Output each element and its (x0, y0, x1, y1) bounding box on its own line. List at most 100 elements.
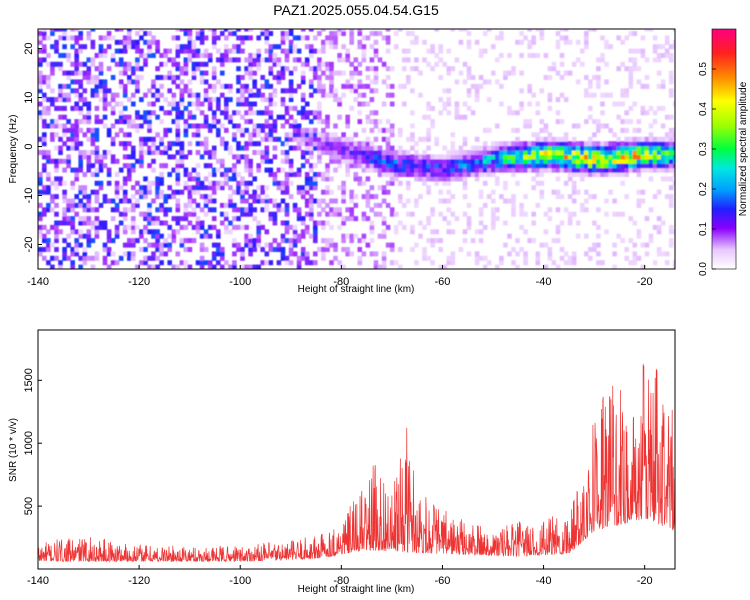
spectrogram-cell (203, 145, 209, 151)
spectrogram-cell (232, 123, 237, 129)
spectrogram-cell (604, 141, 609, 147)
spectrogram-cell (244, 185, 249, 191)
spectrogram-cell (325, 247, 330, 252)
spectrogram-cell (353, 70, 359, 76)
spectrogram-cell (656, 57, 662, 63)
spectrogram-cell (70, 44, 75, 50)
spectrogram-cell (616, 167, 621, 173)
spectrogram-cell (296, 260, 302, 266)
spectrogram-cell (143, 224, 148, 230)
spectrogram-cell (559, 158, 565, 164)
spectrogram-cell (276, 61, 282, 67)
spectrogram-cell (143, 61, 148, 67)
spectrogram-cell (139, 97, 144, 103)
spectrogram-cell (474, 229, 480, 235)
spectrogram-cell (503, 242, 508, 248)
spectrogram-cell (313, 127, 318, 133)
spectrogram-cell (608, 145, 613, 151)
spectrogram-cell (414, 242, 419, 248)
spectrogram-cell (555, 145, 561, 151)
spectrogram-cell (482, 180, 488, 186)
spectrogram-cell (82, 101, 88, 107)
spectrogram-cell (349, 154, 354, 160)
spectrogram-cell (547, 154, 553, 160)
spectrogram-x-ticks: -140 -120 -100 -80 -60 -40 -20 (27, 265, 653, 288)
spectrogram-cell (321, 92, 326, 98)
spectrogram-cell (341, 141, 346, 147)
spectrogram-cell (106, 31, 112, 36)
spectrogram-cell (304, 172, 310, 177)
spectrogram-cell (393, 154, 399, 160)
spectrogram-cell (410, 211, 415, 217)
spectrogram-cell (373, 123, 379, 129)
spectrogram-cell (86, 167, 92, 173)
spectrogram-cell (430, 238, 435, 244)
spectrogram-cell (292, 119, 298, 125)
spectrogram-cell (203, 136, 209, 142)
spectrogram-cell (127, 255, 132, 261)
spectrogram-cell (300, 92, 306, 98)
spectrogram-cell (325, 172, 330, 177)
spectrogram-cell (377, 172, 383, 177)
spectrogram-cell (519, 211, 524, 217)
spectrogram-cell (78, 233, 83, 239)
spectrogram-cell (361, 163, 367, 169)
spectrogram-cell (422, 251, 427, 257)
spectrogram-cell (183, 48, 189, 54)
spectrogram-cell (220, 158, 225, 164)
spectrogram-cell (131, 79, 136, 85)
spectrogram-cell (636, 127, 642, 133)
spectrogram-cell (571, 172, 577, 177)
spectrogram-cell (280, 189, 286, 195)
spectrogram-cell (248, 53, 253, 58)
spectrogram-cell (673, 163, 675, 169)
spectrogram-cell (276, 136, 282, 142)
spectrogram-cell (151, 53, 156, 58)
spectrogram-cell (426, 167, 431, 173)
spectrogram-cell (139, 185, 144, 191)
spectrogram-cell (325, 238, 330, 244)
spectrogram-cell (98, 97, 104, 103)
spectrogram-cell (252, 207, 257, 213)
spectrogram-cell (159, 194, 164, 200)
spectrogram-cell (349, 70, 354, 76)
spectrogram-cell (632, 31, 638, 36)
spectrogram-cell (106, 127, 112, 133)
spectrogram-cell (567, 216, 573, 222)
spectrogram-cell (426, 154, 431, 160)
spectrogram-cell (94, 189, 100, 195)
spectrogram-cell (446, 48, 452, 54)
spectrogram-cell (179, 224, 185, 230)
spectrogram-cell (462, 238, 468, 244)
spectrogram-cell (203, 176, 209, 182)
spectrogram-cell (636, 189, 642, 195)
spectrogram-cell (42, 207, 47, 213)
spectrogram-cell (349, 163, 354, 169)
spectrogram-cell (191, 207, 197, 213)
spectrogram-cell (349, 61, 354, 67)
spectrogram-cell (131, 66, 136, 72)
spectrogram-cell (70, 141, 75, 147)
spectrogram-cell (592, 172, 597, 177)
spectrogram-cell (70, 136, 75, 142)
spectrogram-cell (175, 229, 181, 235)
spectrogram-cell (616, 163, 621, 169)
spectrogram-cell (385, 39, 391, 45)
spectrogram-cell (385, 202, 391, 208)
spectrogram-cell (341, 57, 346, 63)
spectrogram-cell (167, 57, 172, 63)
spectrogram-cell (268, 216, 274, 222)
spectrogram-cell (389, 101, 395, 107)
spectrogram-cell (70, 35, 75, 41)
spectrogram-cell (495, 154, 500, 160)
spectrogram-cell (381, 163, 387, 169)
spectrogram-cell (187, 123, 193, 129)
spectrogram-cell (272, 216, 278, 222)
spectrogram-cell (450, 167, 456, 173)
spectrogram-cell (454, 105, 460, 111)
spectrogram-cell (495, 163, 500, 169)
spectrogram-cell (183, 83, 189, 89)
spectrogram-cell (191, 70, 197, 76)
spectrogram-cell (143, 238, 148, 244)
spectrogram-cell (244, 167, 249, 173)
